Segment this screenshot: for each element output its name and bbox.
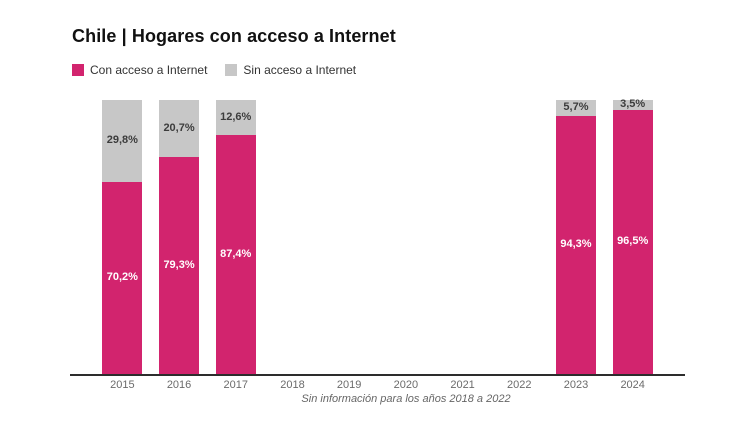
plot-area: 29,8% 70,2% 20,7% 79,3% 12,6% 87,4% 5,7% 94,3% 3…: [70, 98, 685, 374]
segment-con-acceso: 79,3%: [159, 156, 200, 374]
x-axis-line: [70, 374, 685, 376]
bar-column-2023: 5,7% 94,3%: [548, 100, 605, 374]
legend-label: Con acceso a Internet: [90, 63, 208, 77]
segment-con-acceso: 96,5%: [612, 109, 653, 374]
bar-column-2024: 3,5% 96,5%: [604, 98, 661, 374]
x-tick-2020: 2020: [393, 379, 419, 391]
legend-swatch-con-acceso: [72, 64, 84, 76]
stacked-bar-2015: 29,8% 70,2%: [102, 100, 143, 374]
x-tick-2019: 2019: [336, 379, 362, 391]
x-tick-2021: 2021: [450, 379, 475, 391]
segment-sin-acceso: 5,7%: [555, 100, 596, 116]
bar-column-2018: [264, 100, 321, 374]
stacked-bar-2016: 20,7% 79,3%: [159, 100, 200, 374]
segment-label: 70,2%: [106, 271, 138, 284]
x-axis-ticks: 2015 2016 2017 2018 2019 2020 2021 2022 2023 2024: [70, 379, 685, 391]
x-tick-2016: 2016: [166, 379, 192, 391]
stacked-bar-2023: 5,7% 94,3%: [555, 100, 596, 374]
segment-sin-acceso: 20,7%: [159, 100, 200, 157]
segment-label: 87,4%: [220, 247, 252, 260]
bar-column-2020: [378, 100, 435, 374]
segment-sin-acceso: 12,6%: [215, 100, 256, 135]
segment-sin-acceso: 3,5%: [612, 98, 653, 111]
bar-column-2022: [491, 100, 548, 374]
bar-column-2015: 29,8% 70,2%: [94, 100, 151, 374]
stacked-bar-2024: 3,5% 96,5%: [612, 98, 653, 374]
chart-note: Sin información para los años 2018 a 202…: [301, 393, 511, 405]
legend-label: Sin acceso a Internet: [243, 63, 357, 77]
segment-sin-acceso: 29,8%: [102, 100, 143, 182]
segment-label: 3,5%: [620, 98, 646, 111]
chart-title: Chile | Hogares con acceso a Internet: [72, 26, 396, 46]
legend-item-sin-acceso: Sin acceso a Internet: [225, 63, 356, 77]
segment-label: 29,8%: [106, 134, 138, 147]
segment-con-acceso: 94,3%: [555, 115, 596, 374]
bar-column-2019: [321, 100, 378, 374]
segment-label: 5,7%: [563, 101, 589, 114]
segment-con-acceso: 70,2%: [102, 181, 143, 374]
segment-label: 96,5%: [617, 235, 649, 248]
legend-swatch-sin-acceso: [225, 64, 238, 76]
x-tick-2017: 2017: [223, 379, 248, 391]
x-tick-2018: 2018: [280, 379, 305, 391]
x-tick-2023: 2023: [563, 379, 589, 391]
segment-con-acceso: 87,4%: [215, 134, 256, 374]
legend: Con acceso a Internet Sin acceso a Inter…: [72, 63, 356, 77]
x-tick-2015: 2015: [110, 379, 135, 391]
bar-column-2016: 20,7% 79,3%: [151, 100, 208, 374]
x-tick-2024: 2024: [620, 379, 645, 391]
x-tick-2022: 2022: [507, 379, 532, 391]
stacked-bar-2017: 12,6% 87,4%: [215, 100, 256, 374]
legend-item-con-acceso: Con acceso a Internet: [72, 63, 207, 77]
segment-label: 79,3%: [163, 258, 195, 271]
bar-column-2017: 12,6% 87,4%: [207, 100, 264, 374]
segment-label: 94,3%: [560, 238, 592, 251]
segment-label: 20,7%: [163, 121, 195, 134]
bar-column-2021: [434, 100, 491, 374]
segment-label: 12,6%: [220, 110, 252, 123]
